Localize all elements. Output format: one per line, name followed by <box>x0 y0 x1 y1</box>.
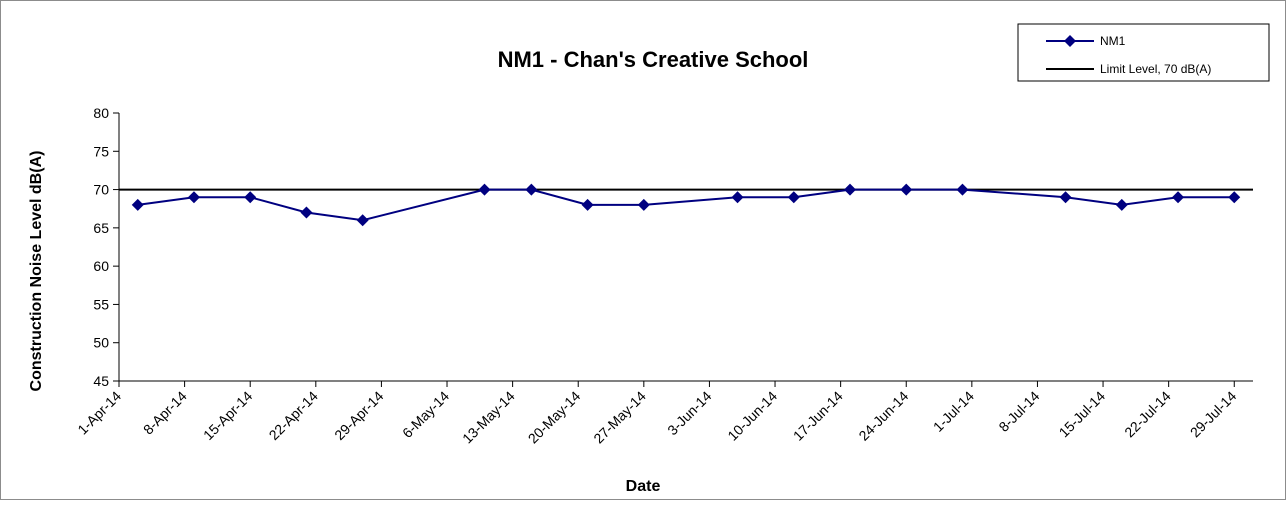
legend: NM1 Limit Level, 70 dB(A) <box>1017 23 1270 82</box>
y-tick-label: 80 <box>93 105 109 121</box>
x-tick-label: 15-Jul-14 <box>1056 388 1109 441</box>
x-tick-label: 3-Jun-14 <box>664 388 715 439</box>
nm1-point <box>1228 191 1241 204</box>
nm1-point <box>731 191 744 204</box>
nm1-point <box>1172 191 1185 204</box>
legend-box <box>1017 23 1270 82</box>
nm1-point <box>300 206 313 219</box>
y-tick-label: 50 <box>93 335 109 351</box>
nm1-point <box>1059 191 1072 204</box>
y-tick-label: 55 <box>93 296 109 312</box>
nm1-point <box>900 183 913 196</box>
y-tick-label: 65 <box>93 220 109 236</box>
nm1-point <box>1115 198 1128 211</box>
series-layer <box>119 183 1253 227</box>
x-tick-label: 6-May-14 <box>399 388 452 441</box>
legend-nm1-label: NM1 <box>1100 34 1126 48</box>
x-tick-label: 22-Jul-14 <box>1121 388 1174 441</box>
y-tick-label: 75 <box>93 143 109 159</box>
legend-limit-label: Limit Level, 70 dB(A) <box>1100 62 1211 76</box>
x-tick-label: 17-Jun-14 <box>790 388 846 444</box>
nm1-series-line <box>137 188 1235 222</box>
x-tick-label: 22-Apr-14 <box>266 388 321 443</box>
nm1-point <box>844 183 857 196</box>
y-tick-label: 70 <box>93 182 109 198</box>
nm1-point <box>525 183 538 196</box>
x-tick-label: 24-Jun-14 <box>855 388 911 444</box>
x-tick-label: 8-Jul-14 <box>995 388 1042 435</box>
nm1-point <box>637 198 650 211</box>
x-axis-label: Date <box>626 478 661 495</box>
nm1-point <box>356 214 369 227</box>
y-tick-label: 45 <box>93 373 109 389</box>
x-tick-label: 1-Apr-14 <box>74 388 124 438</box>
legend-nm1-marker <box>1064 35 1076 47</box>
nm1-point <box>787 191 800 204</box>
x-tick-label: 1-Jul-14 <box>930 388 977 435</box>
nm1-point <box>131 198 144 211</box>
nm1-point <box>187 191 200 204</box>
y-tick-label: 60 <box>93 258 109 274</box>
x-tick-label: 15-Apr-14 <box>200 388 255 443</box>
nm1-point <box>581 198 594 211</box>
y-axis-label-group: Construction Noise Level dB(A) <box>28 151 45 392</box>
y-axis-label: Construction Noise Level dB(A) <box>28 151 45 392</box>
nm1-point <box>956 183 969 196</box>
x-tick-label: 20-May-14 <box>525 388 584 447</box>
x-tick-label: 13-May-14 <box>459 388 518 447</box>
nm1-point <box>244 191 257 204</box>
nm1-point <box>478 183 491 196</box>
x-tick-label: 29-Apr-14 <box>331 388 386 443</box>
y-ticks: 45 50 55 60 65 70 75 80 <box>93 105 119 389</box>
x-ticks: 1-Apr-14 8-Apr-14 15-Apr-14 22-Apr-14 29-Apr… <box>74 381 1240 447</box>
x-tick-label: 8-Apr-14 <box>140 388 190 438</box>
x-tick-label: 10-Jun-14 <box>724 388 780 444</box>
chart-title: NM1 - Chan's Creative School <box>498 47 809 72</box>
x-tick-label: 29-Jul-14 <box>1187 388 1240 441</box>
x-tick-label: 27-May-14 <box>590 388 649 447</box>
axes <box>118 113 1253 382</box>
